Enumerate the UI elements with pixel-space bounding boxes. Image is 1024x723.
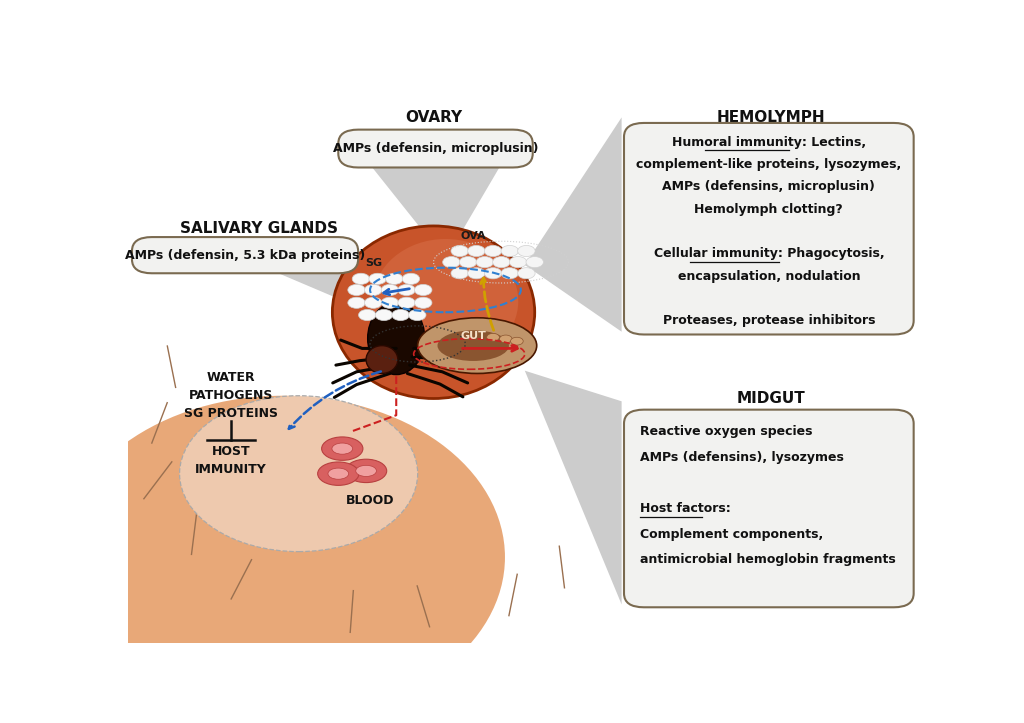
Ellipse shape — [476, 257, 494, 268]
Ellipse shape — [328, 468, 348, 479]
Text: GUT: GUT — [460, 330, 486, 341]
Ellipse shape — [437, 330, 509, 361]
Ellipse shape — [317, 462, 359, 485]
FancyBboxPatch shape — [624, 410, 913, 607]
Ellipse shape — [415, 297, 432, 308]
Ellipse shape — [526, 257, 544, 268]
Ellipse shape — [509, 257, 526, 268]
Ellipse shape — [500, 335, 512, 343]
FancyBboxPatch shape — [338, 129, 532, 168]
Ellipse shape — [322, 437, 362, 461]
Ellipse shape — [348, 297, 366, 308]
Ellipse shape — [518, 268, 536, 279]
Polygon shape — [240, 257, 390, 320]
Ellipse shape — [451, 268, 468, 279]
Text: SALIVARY GLANDS: SALIVARY GLANDS — [179, 221, 338, 236]
Ellipse shape — [442, 257, 460, 268]
Text: antimicrobial hemoglobin fragments: antimicrobial hemoglobin fragments — [640, 554, 896, 566]
Ellipse shape — [352, 273, 370, 284]
Text: AMPs (defensins), lysozymes: AMPs (defensins), lysozymes — [640, 451, 844, 464]
Ellipse shape — [355, 466, 377, 476]
Ellipse shape — [402, 273, 420, 284]
Text: OVARY: OVARY — [404, 110, 462, 125]
Ellipse shape — [375, 309, 392, 320]
Ellipse shape — [484, 245, 502, 257]
Ellipse shape — [484, 268, 502, 279]
Ellipse shape — [451, 245, 468, 257]
Ellipse shape — [385, 273, 403, 284]
Ellipse shape — [365, 284, 382, 296]
Ellipse shape — [368, 302, 425, 375]
Ellipse shape — [333, 226, 535, 398]
Ellipse shape — [369, 273, 386, 284]
Ellipse shape — [486, 333, 500, 341]
Ellipse shape — [381, 284, 398, 296]
Ellipse shape — [501, 245, 518, 257]
FancyBboxPatch shape — [132, 237, 358, 273]
Text: Hemolymph clotting?: Hemolymph clotting? — [694, 202, 843, 215]
Ellipse shape — [468, 245, 485, 257]
Ellipse shape — [381, 297, 398, 308]
Text: HEMOLYMPH: HEMOLYMPH — [717, 110, 825, 125]
Ellipse shape — [397, 297, 416, 308]
Text: Cellular immunity: Phagocytosis,: Cellular immunity: Phagocytosis, — [653, 247, 884, 260]
Text: complement-like proteins, lysozymes,: complement-like proteins, lysozymes, — [636, 158, 901, 171]
Ellipse shape — [468, 268, 485, 279]
Ellipse shape — [518, 245, 536, 257]
Text: AMPs (defensin, microplusin): AMPs (defensin, microplusin) — [333, 142, 539, 155]
Text: AMPs (defensins, microplusin): AMPs (defensins, microplusin) — [663, 181, 876, 194]
Ellipse shape — [373, 239, 518, 363]
Ellipse shape — [60, 395, 505, 719]
Text: Host factors:: Host factors: — [640, 502, 730, 515]
Ellipse shape — [397, 284, 416, 296]
Ellipse shape — [493, 257, 510, 268]
Ellipse shape — [418, 318, 537, 374]
Text: Proteases, protease inhibitors: Proteases, protease inhibitors — [663, 314, 876, 327]
Ellipse shape — [367, 346, 397, 374]
Text: encapsulation, nodulation: encapsulation, nodulation — [678, 270, 860, 283]
Ellipse shape — [345, 459, 387, 482]
Ellipse shape — [365, 297, 382, 308]
Ellipse shape — [511, 337, 523, 345]
Ellipse shape — [415, 284, 432, 296]
Polygon shape — [524, 117, 622, 332]
Ellipse shape — [392, 309, 410, 320]
Ellipse shape — [460, 257, 477, 268]
Text: OVA: OVA — [461, 231, 486, 241]
Text: Reactive oxygen species: Reactive oxygen species — [640, 425, 812, 438]
Ellipse shape — [409, 309, 426, 320]
FancyBboxPatch shape — [624, 123, 913, 335]
Text: SG: SG — [366, 257, 383, 268]
Text: MIDGUT: MIDGUT — [736, 391, 805, 406]
Ellipse shape — [501, 268, 518, 279]
Text: HOST
IMMUNITY: HOST IMMUNITY — [196, 445, 267, 476]
Text: Humoral immunity: Lectins,: Humoral immunity: Lectins, — [672, 136, 866, 149]
Text: BLOOD: BLOOD — [346, 495, 394, 508]
Ellipse shape — [332, 443, 352, 454]
Polygon shape — [524, 371, 622, 604]
Text: AMPs (defensin, 5.3 kDa proteins): AMPs (defensin, 5.3 kDa proteins) — [125, 249, 366, 262]
Text: WATER
PATHOGENS
SG PROTEINS: WATER PATHOGENS SG PROTEINS — [184, 371, 279, 420]
Ellipse shape — [348, 284, 366, 296]
Text: Complement components,: Complement components, — [640, 528, 823, 541]
Ellipse shape — [179, 395, 418, 552]
Ellipse shape — [358, 309, 376, 320]
Polygon shape — [370, 165, 501, 260]
